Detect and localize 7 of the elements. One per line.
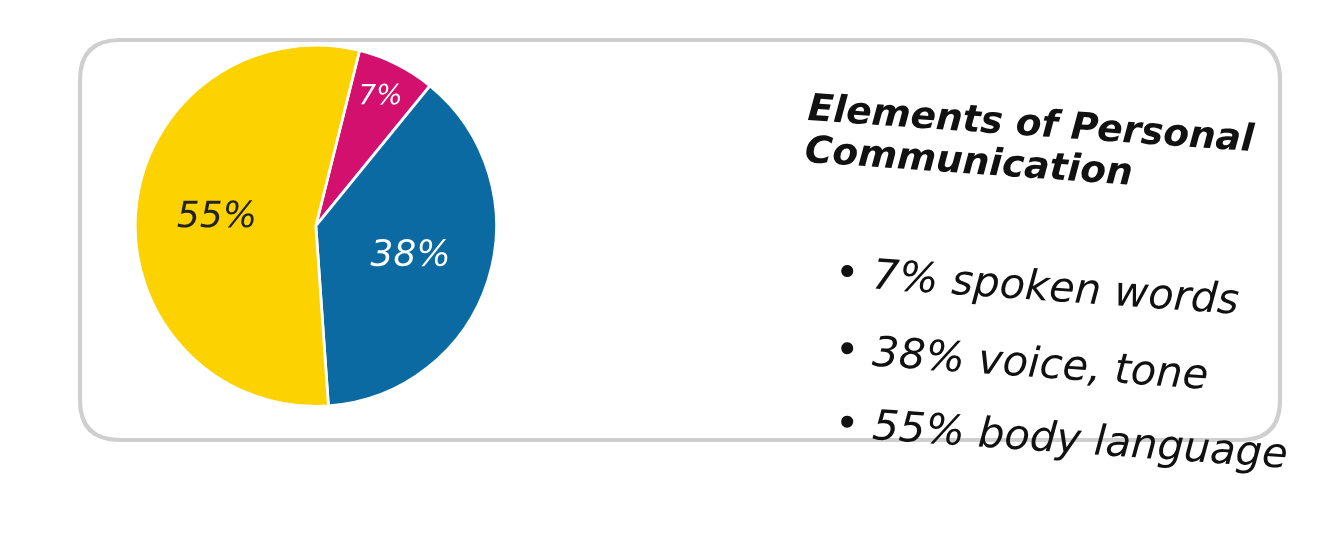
text: • 7% spoken words [839,254,1240,323]
text: • 55% body language [839,405,1288,477]
data-label: 38% [370,238,448,267]
data-label: 7% [361,83,401,105]
text: Elements of Personal Communication [805,91,1256,186]
text: • 38% voice, tone [839,331,1208,394]
data-label: 55% [177,200,254,228]
